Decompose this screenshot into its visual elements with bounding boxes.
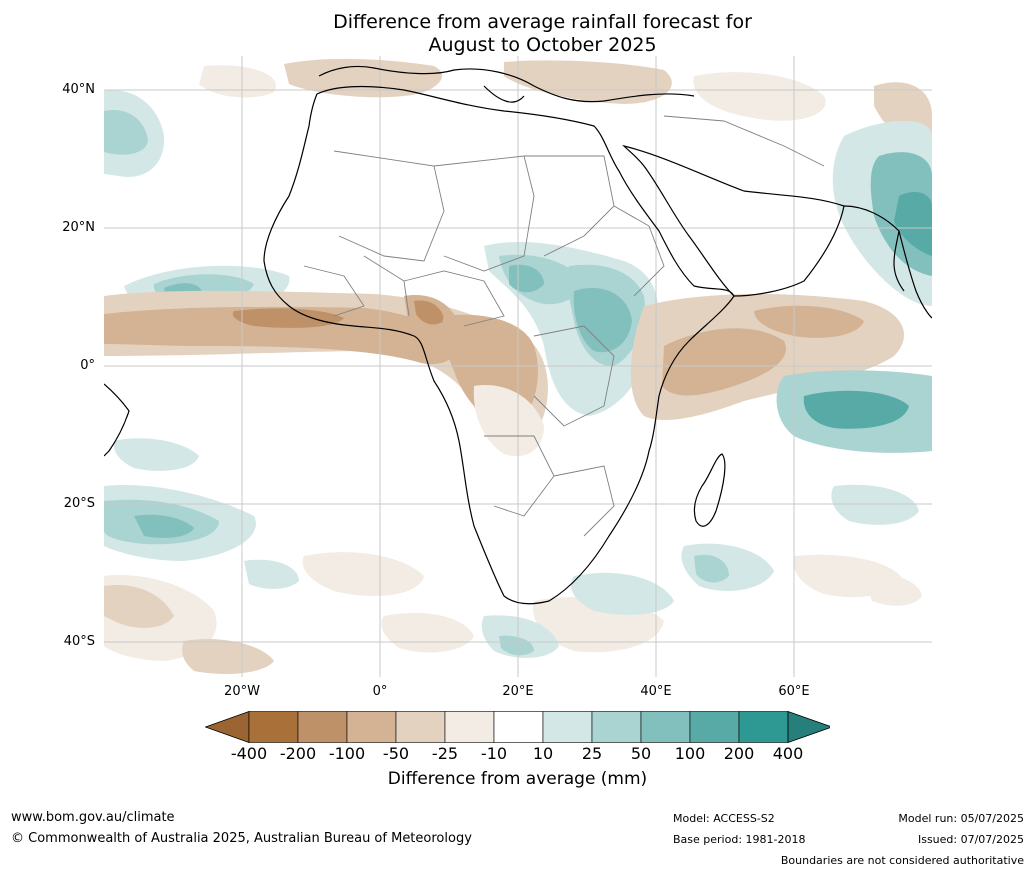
graticule [104,56,932,677]
map-title-line-2: August to October 2025 [428,34,657,56]
colorbar-swatch [346,711,397,743]
base-period: Base period: 1981-2018 [673,833,806,846]
colorbar-swatch [542,711,593,743]
colorbar-tick-label: -25 [431,744,459,763]
colorbar-low-extend [205,711,250,743]
colorbar-tick-label: -100 [328,744,366,763]
colorbar-tick-label: 100 [674,744,706,763]
lon-label-20e: 20°E [502,684,534,699]
country-borders [303,115,825,537]
copyright-text: © Commonwealth of Australia 2025, Austra… [11,831,472,846]
lat-label-20s: 20°S [63,496,95,511]
rainfall-anomaly-map [104,56,932,677]
colorbar-high-extend [787,711,830,743]
lon-label-20w: 20°W [224,684,260,699]
south-america-coastline [104,383,130,457]
colorbar-tick-label: 10 [532,744,554,763]
colorbar-tick-label: 50 [630,744,652,763]
anomaly-shading [104,58,932,674]
colorbar-swatch [248,711,299,743]
arabia-coastline [622,144,845,297]
colorbar-swatch [444,711,495,743]
map-canvas [104,56,932,677]
model-name: Model: ACCESS-S2 [673,812,775,825]
lon-label-0: 0° [372,684,388,699]
colorbar-label: Difference from average (mm) [387,769,648,789]
madagascar-coastline [693,453,726,527]
lon-label-40e: 40°E [640,684,672,699]
lat-label-20n: 20°N [62,220,95,235]
lat-label-40s: 40°S [63,634,95,649]
map-title-line-1: Difference from average rainfall forecas… [333,11,752,33]
colorbar-swatch [395,711,446,743]
colorbar-swatches [205,711,830,743]
lat-label-0: 0° [80,358,95,373]
colorbar-tick-label: -10 [480,744,508,763]
website-link[interactable]: www.bom.gov.au/climate [11,810,175,825]
model-run-date: Model run: 05/07/2025 [898,812,1024,825]
lat-label-40n: 40°N [62,82,95,97]
africa-coastline [263,85,735,605]
coastlines [104,65,932,605]
colorbar-swatch [689,711,740,743]
boundaries-disclaimer: Boundaries are not considered authoritat… [780,854,1024,867]
colorbar-swatch [640,711,691,743]
colorbar [205,711,830,743]
issued-date: Issued: 07/07/2025 [917,833,1024,846]
europe-coastline [318,65,695,103]
colorbar-swatch [493,711,544,743]
colorbar-tick-label: -400 [230,744,268,763]
colorbar-tick-label: 400 [772,744,804,763]
colorbar-tick-label: 200 [723,744,755,763]
colorbar-swatch [297,711,348,743]
colorbar-tick-label: -200 [279,744,317,763]
colorbar-tick-label: -50 [382,744,410,763]
colorbar-swatch [738,711,789,743]
india-coastline [843,205,932,319]
colorbar-tick-label: 25 [581,744,603,763]
lon-label-60e: 60°E [778,684,810,699]
colorbar-swatch [591,711,642,743]
